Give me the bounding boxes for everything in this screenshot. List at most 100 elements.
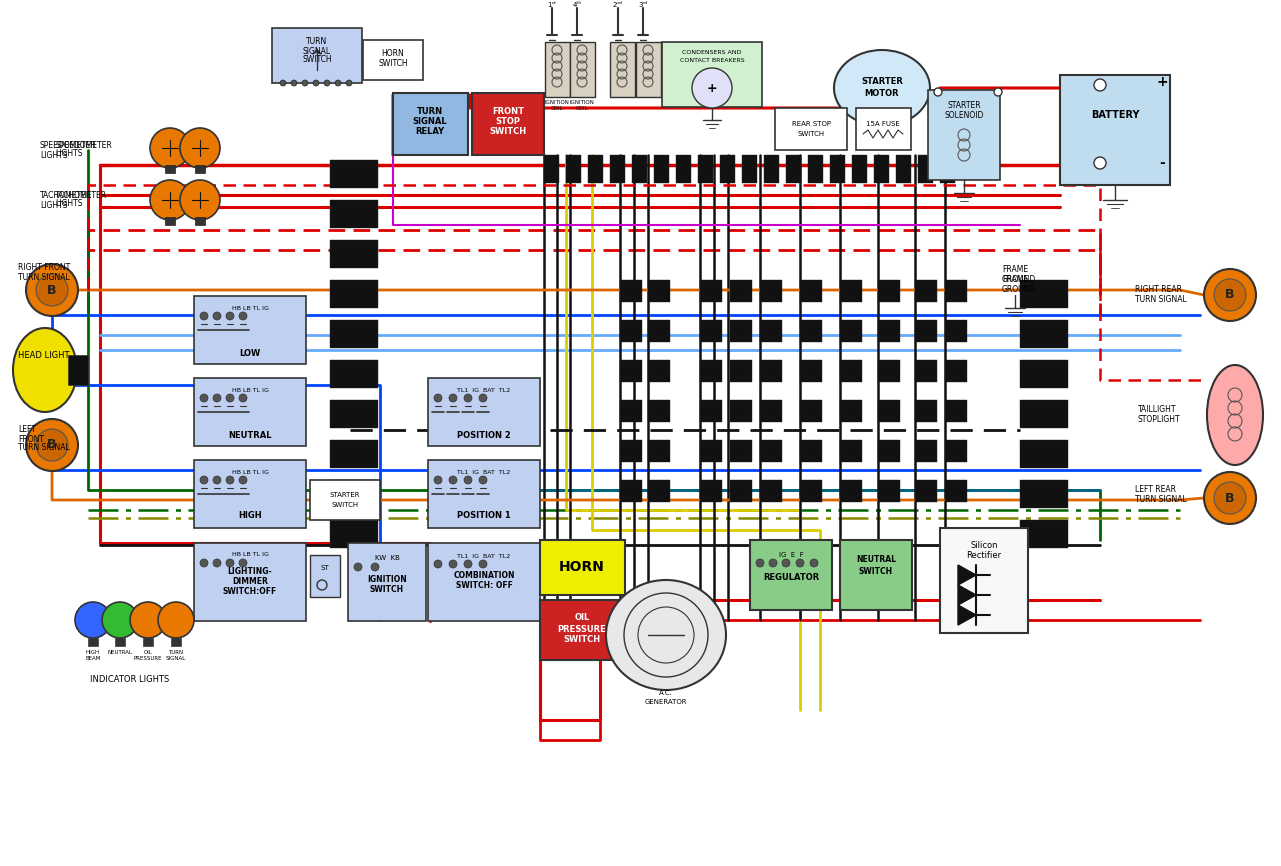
Text: FRAME: FRAME [1002, 266, 1029, 275]
Bar [877, 360, 901, 382]
Bar [655, 155, 669, 183]
Bar [115, 638, 126, 646]
Text: HORN: HORN [559, 560, 605, 574]
Bar [1020, 440, 1068, 468]
Circle shape [434, 560, 442, 568]
Bar [840, 320, 862, 342]
Circle shape [479, 394, 487, 402]
Circle shape [213, 476, 222, 484]
Bar [760, 360, 781, 382]
Bar [730, 480, 752, 502]
Circle shape [36, 429, 68, 461]
Text: LIGHTS: LIGHTS [40, 151, 68, 159]
Circle shape [346, 80, 352, 86]
Circle shape [371, 563, 379, 571]
Text: BATTERY: BATTERY [1090, 110, 1139, 120]
Bar [945, 320, 967, 342]
Circle shape [994, 88, 1002, 96]
Bar [918, 155, 933, 183]
Text: SWITCH: SWITCH [378, 59, 407, 68]
Bar [915, 480, 936, 502]
Text: TL1  IG  BAT  TL2: TL1 IG BAT TL2 [457, 553, 511, 559]
Circle shape [200, 394, 208, 402]
Text: HB LB TL IG: HB LB TL IG [232, 469, 269, 475]
Text: TL1  IG  BAT  TL2: TL1 IG BAT TL2 [457, 469, 511, 475]
Bar [742, 155, 757, 183]
Text: BEAM: BEAM [86, 656, 101, 662]
Circle shape [434, 394, 442, 402]
Text: SOLENOID: SOLENOID [944, 111, 984, 120]
Text: STARTER: STARTER [329, 492, 360, 498]
Bar [730, 280, 752, 302]
Bar [1059, 75, 1170, 185]
Bar [165, 217, 175, 225]
Bar [193, 460, 306, 528]
Bar [1020, 400, 1068, 428]
Bar [840, 540, 912, 610]
Circle shape [1214, 279, 1246, 311]
Text: STARTER: STARTER [861, 77, 903, 87]
Polygon shape [958, 585, 976, 605]
Bar [541, 540, 625, 595]
Circle shape [102, 602, 138, 638]
Circle shape [213, 312, 222, 320]
Text: FRAME: FRAME [1002, 275, 1029, 285]
Text: RELAY: RELAY [415, 127, 445, 137]
Bar [648, 360, 670, 382]
Bar [730, 400, 752, 422]
Bar [620, 320, 642, 342]
Text: GROUND: GROUND [1002, 286, 1036, 294]
Text: IGNITION: IGNITION [570, 100, 594, 105]
Bar [330, 440, 378, 468]
Polygon shape [958, 605, 976, 625]
Circle shape [225, 394, 234, 402]
Circle shape [450, 394, 457, 402]
Text: SWITCH: OFF: SWITCH: OFF [456, 581, 512, 591]
Circle shape [434, 476, 442, 484]
Text: HIGH: HIGH [238, 512, 261, 520]
Bar [840, 400, 862, 422]
Bar [699, 440, 722, 462]
Bar [620, 280, 642, 302]
Text: NEUTRAL: NEUTRAL [856, 555, 895, 565]
Bar [1020, 480, 1068, 508]
Text: RIGHT REAR: RIGHT REAR [1135, 286, 1182, 294]
Bar [1020, 280, 1068, 308]
Bar [801, 480, 822, 502]
Text: B: B [47, 438, 56, 451]
Text: HB LB TL IG: HB LB TL IG [232, 387, 269, 392]
Bar [699, 480, 722, 502]
Text: RIGHT FRONT: RIGHT FRONT [18, 263, 70, 273]
Text: TL1  IG  BAT  TL2: TL1 IG BAT TL2 [457, 387, 511, 392]
Text: COIL: COIL [575, 106, 588, 111]
Bar [945, 360, 967, 382]
Circle shape [1094, 157, 1106, 169]
Text: MOTOR: MOTOR [865, 88, 899, 98]
Bar [544, 42, 570, 97]
Bar [428, 378, 541, 446]
Bar [927, 90, 1000, 180]
Text: HB LB TL IG: HB LB TL IG [232, 306, 269, 311]
Text: SWITCH: SWITCH [332, 502, 359, 508]
Bar [877, 440, 901, 462]
Bar [808, 155, 822, 183]
Bar [330, 200, 378, 228]
Bar [610, 155, 625, 183]
Circle shape [158, 602, 193, 638]
Circle shape [240, 476, 247, 484]
Bar [801, 320, 822, 342]
Text: POSITION 2: POSITION 2 [457, 430, 511, 440]
Bar [852, 155, 867, 183]
Bar [195, 165, 205, 173]
Text: TACHOMETER: TACHOMETER [55, 191, 108, 199]
Circle shape [225, 476, 234, 484]
Circle shape [26, 419, 78, 471]
Bar [193, 543, 306, 621]
Text: GROUND: GROUND [1002, 275, 1036, 285]
Circle shape [26, 264, 78, 316]
Bar [68, 355, 88, 385]
Circle shape [150, 128, 190, 168]
Text: A.C.: A.C. [658, 690, 673, 696]
Bar [840, 360, 862, 382]
Bar [775, 108, 847, 150]
